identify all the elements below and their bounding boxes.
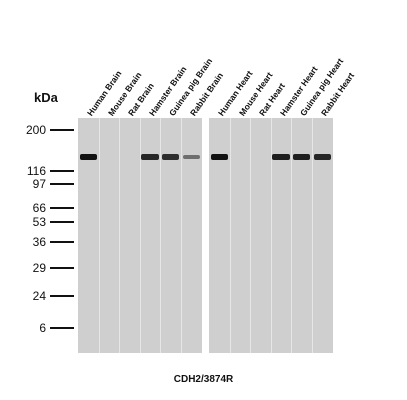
marker-label-29: 29 [32, 261, 46, 275]
marker-tick-36 [50, 241, 74, 243]
marker-tick-200 [50, 129, 74, 131]
protein-band [141, 154, 159, 160]
marker-label-116: 116 [26, 164, 46, 178]
blot-panel-2 [209, 118, 333, 353]
marker-label-200: 200 [25, 123, 46, 137]
protein-band [272, 154, 290, 160]
marker-tick-53 [50, 221, 74, 223]
protein-band [210, 154, 229, 160]
lane-separator [291, 118, 293, 353]
protein-band [182, 154, 201, 160]
lane [229, 118, 251, 353]
lane [291, 118, 312, 353]
marker-tick-116 [50, 170, 74, 172]
blot-panel-1 [78, 118, 202, 353]
lane [270, 118, 292, 353]
marker-label-97: 97 [32, 177, 46, 191]
lane [139, 118, 161, 353]
protein-band [313, 154, 332, 160]
marker-tick-97 [50, 183, 74, 185]
lane-separator [98, 118, 100, 353]
lane [312, 118, 333, 353]
lane-separator [270, 118, 272, 353]
lane [209, 118, 230, 353]
protein-band [161, 154, 180, 160]
lane [160, 118, 181, 353]
lane [98, 118, 120, 353]
lane [250, 118, 271, 353]
lane [181, 118, 202, 353]
marker-label-36: 36 [32, 235, 46, 249]
lane-separator [250, 118, 252, 353]
lane-separator [119, 118, 121, 353]
marker-tick-6 [50, 327, 74, 329]
protein-band [79, 154, 98, 160]
marker-label-53: 53 [32, 215, 46, 229]
protein-band [292, 154, 311, 160]
lane-separator [229, 118, 231, 353]
marker-label-66: 66 [32, 201, 46, 215]
marker-tick-29 [50, 267, 74, 269]
unit-label: kDa [34, 90, 58, 105]
lane [119, 118, 140, 353]
marker-label-6: 6 [39, 321, 46, 335]
lane-separator [139, 118, 141, 353]
lane-separator [160, 118, 162, 353]
marker-label-24: 24 [32, 289, 46, 303]
marker-tick-66 [50, 207, 74, 209]
lane [78, 118, 99, 353]
antibody-caption: CDH2/3874R [173, 374, 234, 385]
lane-separator [181, 118, 182, 353]
marker-tick-24 [50, 295, 74, 297]
lane-separator [312, 118, 313, 353]
